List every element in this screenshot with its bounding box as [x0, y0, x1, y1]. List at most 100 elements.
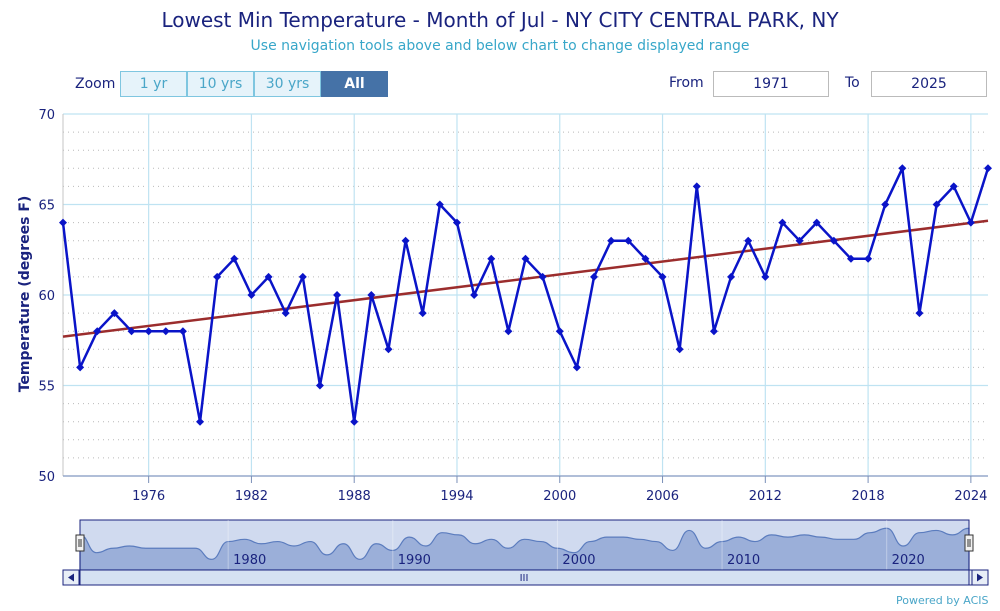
- chart-title: Lowest Min Temperature - Month of Jul - …: [161, 8, 839, 32]
- navigator-label: 2010: [727, 553, 760, 568]
- data-point: [727, 272, 736, 281]
- from-label: From: [669, 75, 704, 91]
- data-point: [709, 327, 718, 336]
- data-point: [487, 254, 496, 263]
- credit-link[interactable]: Powered by ACIS: [896, 594, 989, 607]
- navigator-right-handle[interactable]: [964, 534, 974, 552]
- navigator-label: 2000: [562, 553, 595, 568]
- data-point: [213, 272, 222, 281]
- chart-subtitle: Use navigation tools above and below cha…: [250, 38, 750, 54]
- series-line: [61, 167, 990, 423]
- y-axis: 50 55 60 65 70: [38, 108, 55, 485]
- scrollbar-thumb[interactable]: [79, 569, 970, 586]
- data-point: [607, 236, 616, 245]
- data-point: [435, 200, 444, 209]
- data-point: [984, 164, 992, 173]
- zoom-label: Zoom: [75, 76, 116, 92]
- data-point: [110, 309, 119, 318]
- data-point: [247, 291, 256, 299]
- x-tick-label: 1994: [440, 489, 473, 504]
- data-point: [812, 218, 821, 227]
- to-label: To: [845, 75, 860, 91]
- x-tick-label: 2012: [749, 489, 782, 504]
- data-point: [333, 291, 342, 299]
- series-layer: [59, 164, 992, 426]
- data-point: [196, 417, 205, 426]
- from-year-input[interactable]: [713, 71, 829, 97]
- data-point: [521, 254, 530, 263]
- y-tick-label: 55: [38, 380, 55, 395]
- data-point: [966, 218, 975, 227]
- scroll-left-button[interactable]: [62, 569, 80, 586]
- data-point: [418, 309, 427, 318]
- data-point: [315, 381, 324, 390]
- y-tick-label: 60: [38, 289, 55, 304]
- data-point: [281, 309, 290, 318]
- data-point: [538, 272, 547, 281]
- x-tick-label: 2024: [954, 489, 987, 504]
- y-tick-label: 50: [38, 470, 55, 485]
- data-point: [127, 327, 136, 336]
- data-point: [59, 218, 67, 227]
- trend-line: [62, 219, 989, 338]
- data-point: [829, 236, 838, 245]
- trendline-layer: [62, 219, 989, 338]
- data-point: [692, 182, 701, 191]
- data-point: [881, 200, 890, 209]
- navigator-label: 2020: [892, 553, 925, 568]
- data-point: [778, 218, 787, 227]
- x-tick-label: 1988: [338, 489, 371, 504]
- x-tick-label: 1982: [235, 489, 268, 504]
- y-axis-label: Temperature (degrees F): [17, 196, 33, 393]
- data-point: [144, 327, 153, 336]
- navigator-label: 1980: [233, 553, 266, 568]
- zoom-10yrs-button[interactable]: 10 yrs: [187, 71, 254, 97]
- x-tick-label: 2000: [543, 489, 576, 504]
- y-tick-label: 65: [38, 199, 55, 214]
- navigator-label: 1990: [398, 553, 431, 568]
- y-tick-label: 70: [38, 108, 55, 123]
- zoom-30yrs-button[interactable]: 30 yrs: [254, 71, 321, 97]
- data-point: [504, 327, 513, 336]
- grid-lines: [62, 113, 988, 477]
- to-year-input[interactable]: [871, 71, 987, 97]
- data-point: [641, 254, 650, 263]
- data-point: [384, 345, 393, 354]
- data-point: [178, 327, 187, 336]
- data-point: [76, 363, 85, 372]
- x-tick-label: 2006: [646, 489, 679, 504]
- data-point: [350, 417, 359, 426]
- data-point: [161, 327, 170, 336]
- data-point: [624, 236, 633, 245]
- data-point: [264, 272, 273, 281]
- navigator-left-handle[interactable]: [75, 534, 85, 552]
- data-point: [932, 200, 941, 209]
- data-point: [367, 291, 376, 299]
- data-point: [555, 327, 564, 336]
- data-point: [572, 363, 581, 372]
- data-point: [230, 254, 239, 263]
- data-point: [401, 236, 410, 245]
- arrow-left-icon: [68, 573, 74, 582]
- data-point: [795, 236, 804, 245]
- data-point: [915, 309, 924, 318]
- data-point: [298, 272, 307, 281]
- scrollbar-grip: III: [520, 573, 529, 584]
- x-tick-label: 2018: [852, 489, 885, 504]
- data-point: [846, 254, 855, 263]
- zoom-1yr-button[interactable]: 1 yr: [120, 71, 187, 97]
- data-point: [590, 272, 599, 281]
- scrollbar-track: [62, 569, 989, 586]
- navigator[interactable]: 1980 1990 2000 2010 2020 III: [62, 519, 989, 586]
- arrow-right-icon: [977, 573, 983, 582]
- data-point: [864, 254, 873, 263]
- scroll-right-button[interactable]: [971, 569, 989, 586]
- navigator-background: [63, 520, 988, 570]
- data-point: [761, 272, 770, 281]
- data-point: [675, 345, 684, 354]
- zoom-all-button[interactable]: All: [321, 71, 388, 97]
- data-point: [470, 291, 479, 299]
- data-point: [452, 218, 461, 227]
- navigator-area: [79, 527, 970, 571]
- data-point: [949, 182, 958, 191]
